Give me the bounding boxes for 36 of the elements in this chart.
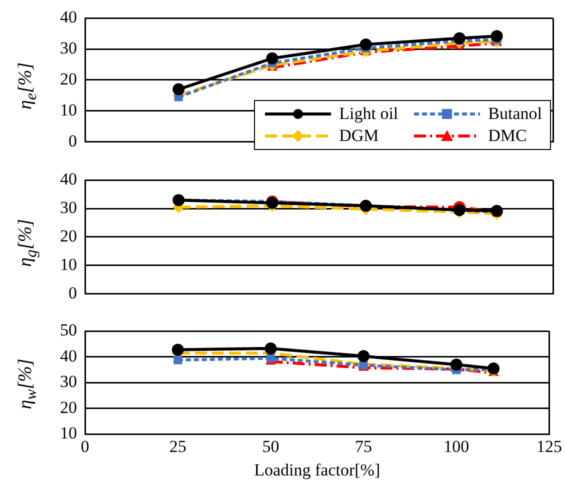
y-tick-label: 50 (60, 320, 77, 340)
y-tick-label: 0 (68, 283, 77, 302)
y-tick-label: 40 (60, 170, 77, 189)
x-axis-title: Loading factor[%] (254, 460, 380, 480)
x-tick-label: 50 (262, 436, 280, 456)
y-tick-label: 30 (60, 198, 77, 218)
y-tick-label: 10 (60, 100, 77, 120)
x-tick-label: 0 (80, 436, 90, 456)
y-tick-label: 20 (60, 226, 77, 246)
x-tick-label: 125 (536, 436, 562, 456)
point (266, 354, 275, 362)
y-tick-label: 40 (60, 346, 77, 366)
legend-label: Butanol (488, 104, 542, 124)
point (358, 350, 370, 362)
x-tick-label: 75 (355, 436, 372, 456)
point (172, 83, 185, 96)
y-tick-label: 20 (60, 398, 77, 417)
point (264, 342, 277, 354)
y-tick-label: 10 (60, 424, 77, 443)
legend-label: Light oil (339, 104, 398, 124)
point (488, 362, 500, 375)
y-tick-label: 40 (60, 8, 77, 27)
y-tick-label: 0 (68, 131, 77, 150)
y-tick-label: 30 (60, 38, 77, 58)
y-tick-label: 30 (60, 372, 77, 392)
point (490, 30, 503, 42)
y-tick-label: 20 (60, 69, 77, 88)
point (450, 358, 462, 371)
point (266, 52, 278, 64)
legend-label: DGM (339, 126, 379, 146)
point (453, 32, 466, 44)
y-tick-label: 10 (60, 254, 77, 274)
point (360, 38, 372, 50)
x-tick-label: 25 (169, 436, 186, 456)
legend-label: DMC (488, 126, 527, 146)
x-tick-label: 100 (444, 436, 470, 456)
